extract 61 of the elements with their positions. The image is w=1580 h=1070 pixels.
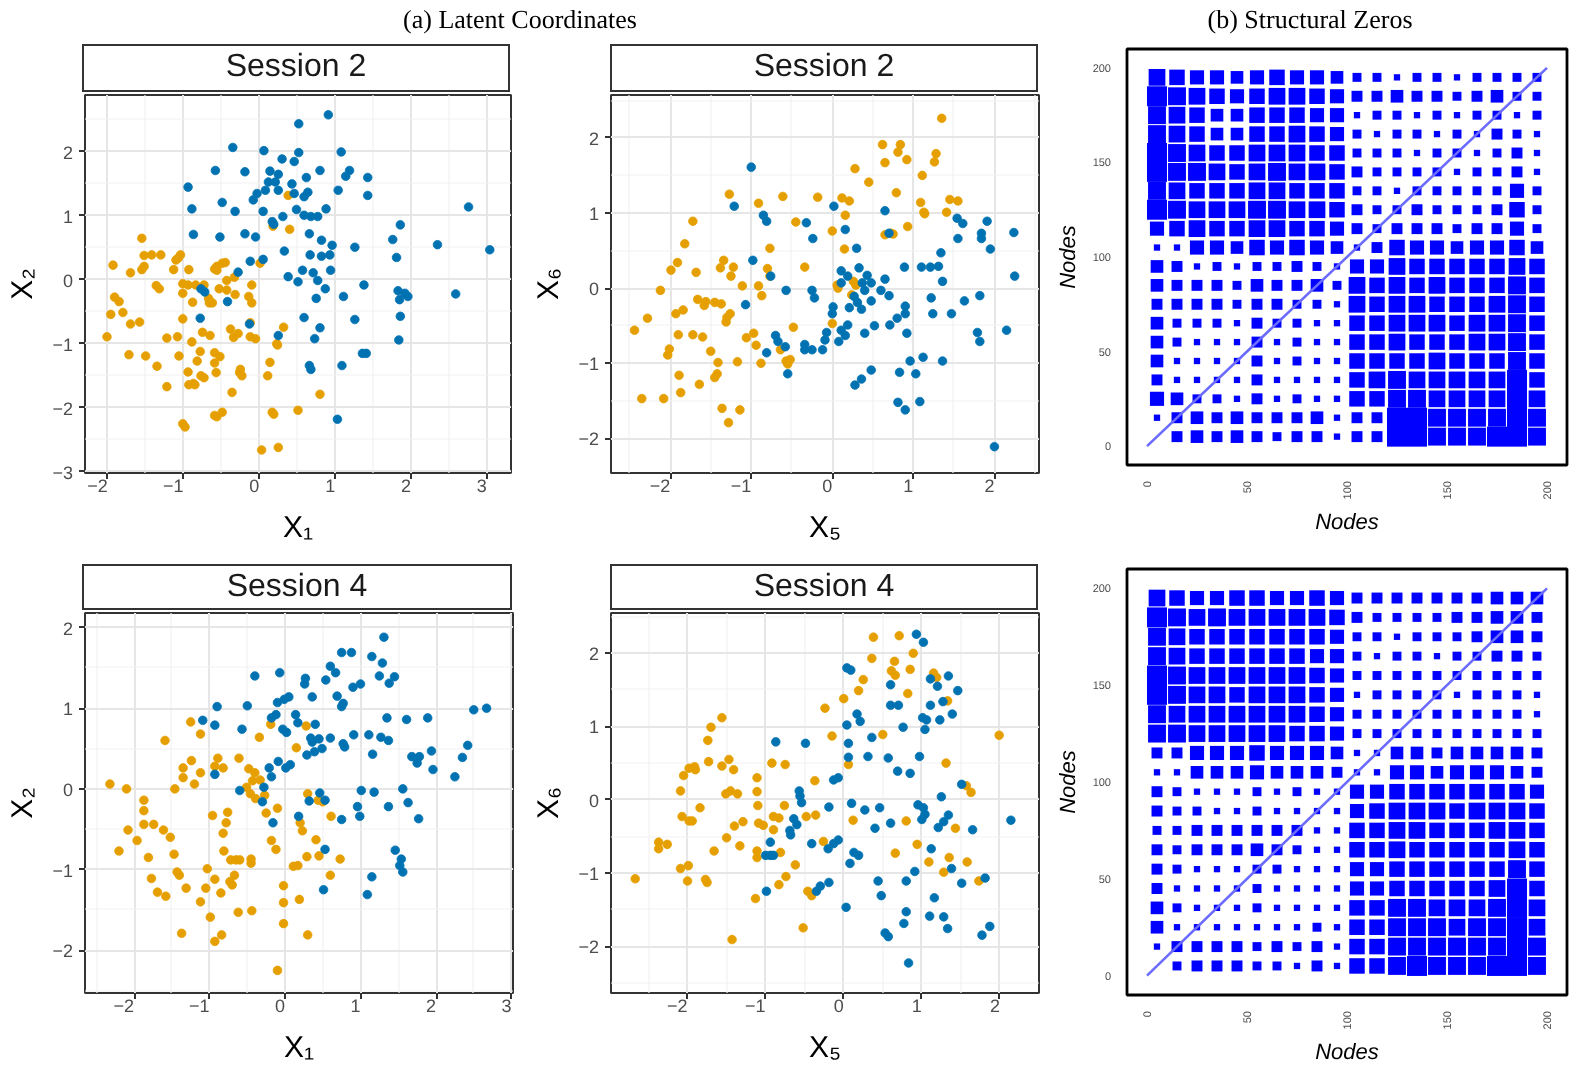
chart-title: Session 4	[82, 564, 512, 610]
y-tick-label: 1	[62, 206, 74, 227]
x-tick-label: 1	[350, 996, 361, 1016]
x-axis-title: X₅	[808, 511, 842, 545]
y-axis-title: Nodes	[1056, 224, 1081, 289]
x-tick-label: 2	[425, 996, 437, 1016]
y-tick-label: 2	[62, 618, 74, 639]
y-tick-label: 2	[588, 128, 600, 149]
y-axis-title: X₂	[6, 786, 41, 819]
y-axis-title: X₆	[532, 786, 567, 820]
x-tick-label: 1	[325, 476, 336, 496]
x-tick-label: 0	[833, 996, 844, 1016]
chart-title: Session 2	[82, 44, 510, 92]
x-tick-label: 0	[822, 476, 833, 496]
y-tick-label: 1	[588, 717, 600, 738]
y-tick-label: −1	[52, 860, 74, 881]
x-axis-title: Nodes	[1315, 1041, 1380, 1066]
y-tick-label: −1	[578, 863, 600, 884]
x-tick-label: 0	[275, 996, 286, 1016]
x-tick-label: 3	[501, 996, 512, 1016]
x-tick-label: −2	[649, 476, 671, 496]
y-tick-label: 0	[62, 270, 74, 291]
text: (a) Latent Coordinates	[401, 2, 639, 38]
y-axis-title: Nodes	[1056, 749, 1081, 814]
x-tick-label: −1	[730, 476, 752, 496]
chart-title: Session 4	[610, 564, 1038, 610]
x-axis-title: X₅	[808, 1031, 842, 1065]
x-tick-label: −1	[745, 996, 766, 1016]
y-tick-label: 0	[588, 790, 600, 811]
y-tick-label: 1	[588, 203, 600, 224]
chart-title: Session 2	[610, 44, 1038, 92]
y-tick-label: −1	[578, 354, 600, 375]
x-axis-title: X₁	[282, 511, 314, 545]
y-tick-label: 0	[588, 279, 600, 300]
x-tick-label: 0	[249, 476, 260, 496]
y-tick-label: −3	[52, 462, 74, 483]
x-tick-label: 3	[476, 476, 487, 496]
y-tick-label: −2	[52, 941, 74, 962]
x-axis-title: X₁	[283, 1031, 315, 1065]
x-tick-label: −2	[667, 996, 688, 1016]
y-tick-label: 2	[588, 644, 600, 665]
x-tick-label: −2	[113, 996, 135, 1016]
y-tick-label: −2	[52, 398, 74, 419]
y-tick-label: −1	[52, 334, 74, 355]
y-tick-label: 0	[62, 779, 74, 800]
x-tick-label: −1	[163, 476, 184, 496]
x-tick-label: −1	[189, 996, 210, 1016]
x-axis-title: Nodes	[1315, 511, 1380, 536]
x-tick-label: 2	[400, 476, 411, 496]
x-tick-label: −2	[87, 476, 108, 496]
y-tick-label: 2	[62, 142, 74, 163]
x-tick-label: 2	[989, 996, 1000, 1016]
x-tick-label: 2	[984, 476, 995, 496]
y-tick-label: −2	[578, 429, 600, 450]
y-axis-title: X₂	[6, 267, 41, 300]
y-tick-label: −2	[578, 937, 600, 958]
x-tick-label: 1	[911, 996, 922, 1016]
chart-title: (b) Structural Zeros	[1205, 2, 1415, 38]
y-tick-label: 1	[62, 699, 74, 720]
y-axis-title: X₆	[532, 267, 567, 301]
x-tick-label: 1	[903, 476, 914, 496]
